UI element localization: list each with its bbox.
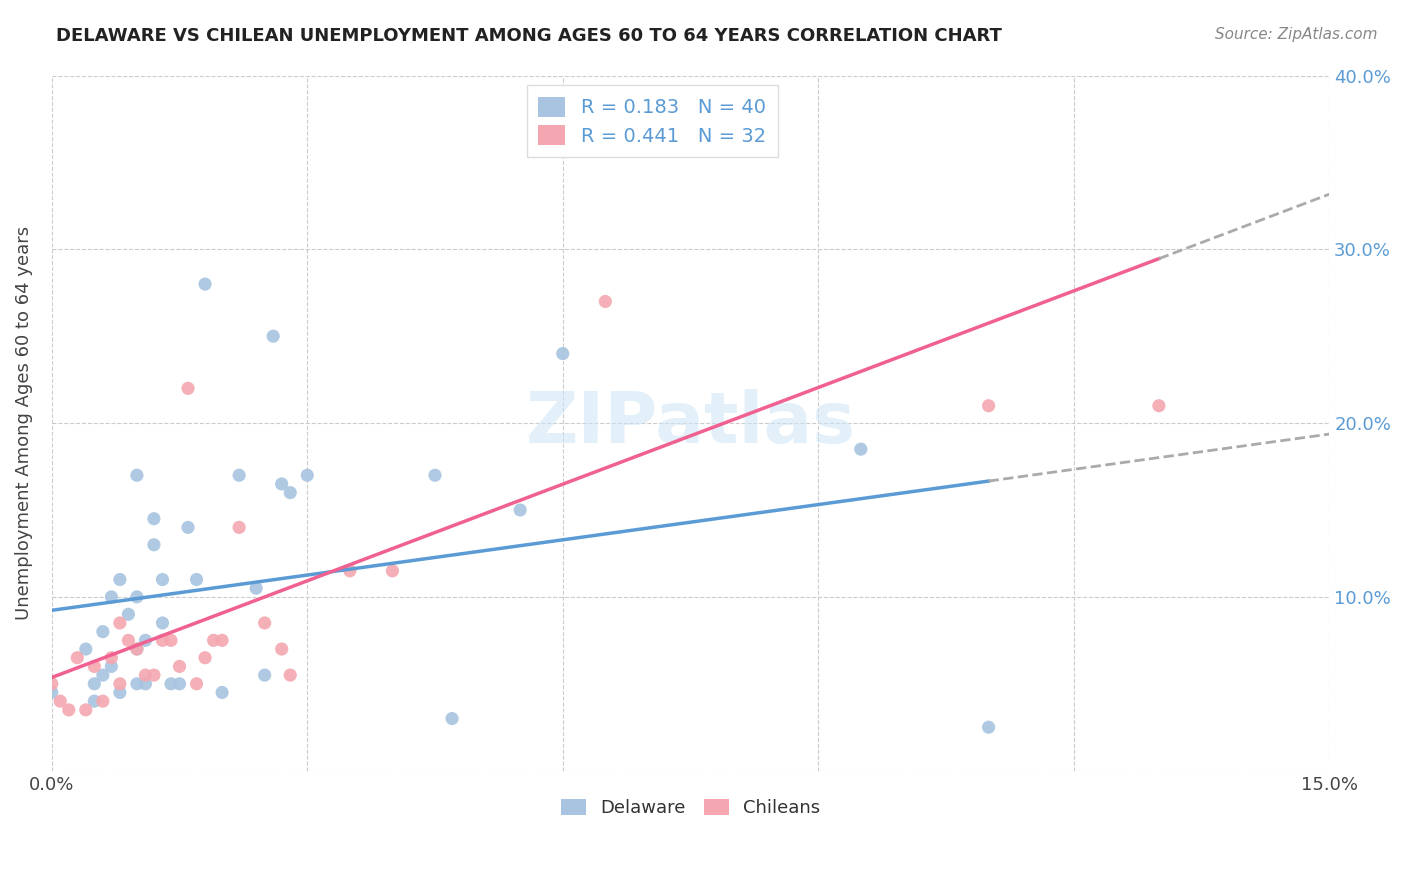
Point: [41, 685, 63, 699]
Point: [142, 538, 165, 552]
Point: [202, 633, 225, 648]
Point: [142, 668, 165, 682]
Point: [228, 468, 250, 483]
Point: [160, 633, 183, 648]
Point: [253, 615, 276, 630]
Point: [91, 668, 114, 682]
Point: [134, 668, 156, 682]
Point: [91, 694, 114, 708]
Point: [75, 703, 97, 717]
Point: [142, 511, 165, 525]
Point: [186, 677, 208, 691]
Point: [270, 642, 292, 657]
Point: [423, 468, 446, 483]
Point: [169, 677, 191, 691]
Point: [278, 668, 301, 682]
Point: [49, 694, 72, 708]
Point: [270, 477, 292, 491]
Point: [245, 581, 267, 595]
Point: [134, 633, 156, 648]
Point: [83, 659, 105, 673]
Point: [100, 590, 122, 604]
Point: [66, 650, 89, 665]
Point: [117, 633, 139, 648]
Point: [595, 294, 617, 309]
Point: [297, 468, 319, 483]
Point: [108, 615, 131, 630]
Point: [125, 642, 148, 657]
Point: [441, 712, 464, 726]
Point: [75, 642, 97, 657]
Point: [509, 503, 531, 517]
Point: [381, 564, 404, 578]
Point: [177, 520, 200, 534]
Point: [551, 103, 574, 118]
Point: [117, 607, 139, 622]
Point: [186, 573, 208, 587]
Point: [1147, 399, 1170, 413]
Point: [339, 564, 361, 578]
Point: [849, 442, 872, 457]
Point: [100, 659, 122, 673]
Point: [125, 468, 148, 483]
Point: [228, 520, 250, 534]
Legend: Delaware, Chileans: Delaware, Chileans: [554, 791, 828, 824]
Point: [977, 399, 1000, 413]
Point: [125, 590, 148, 604]
Point: [194, 650, 217, 665]
Point: [169, 659, 191, 673]
Point: [125, 677, 148, 691]
Point: [177, 381, 200, 395]
Text: Source: ZipAtlas.com: Source: ZipAtlas.com: [1215, 27, 1378, 42]
Point: [100, 650, 122, 665]
Point: [91, 624, 114, 639]
Point: [58, 703, 80, 717]
Point: [152, 573, 174, 587]
Point: [278, 485, 301, 500]
Point: [41, 677, 63, 691]
Point: [125, 642, 148, 657]
Text: ZIPatlas: ZIPatlas: [526, 389, 856, 458]
Point: [211, 685, 233, 699]
Text: DELAWARE VS CHILEAN UNEMPLOYMENT AMONG AGES 60 TO 64 YEARS CORRELATION CHART: DELAWARE VS CHILEAN UNEMPLOYMENT AMONG A…: [56, 27, 1002, 45]
Point: [83, 694, 105, 708]
Point: [134, 677, 156, 691]
Point: [108, 573, 131, 587]
Point: [160, 677, 183, 691]
Point: [152, 615, 174, 630]
Point: [108, 677, 131, 691]
Y-axis label: Unemployment Among Ages 60 to 64 years: Unemployment Among Ages 60 to 64 years: [15, 226, 32, 620]
Point: [253, 668, 276, 682]
Point: [194, 277, 217, 291]
Point: [152, 633, 174, 648]
Point: [211, 633, 233, 648]
Point: [551, 346, 574, 360]
Point: [977, 720, 1000, 734]
Point: [108, 685, 131, 699]
Point: [83, 677, 105, 691]
Point: [262, 329, 284, 343]
